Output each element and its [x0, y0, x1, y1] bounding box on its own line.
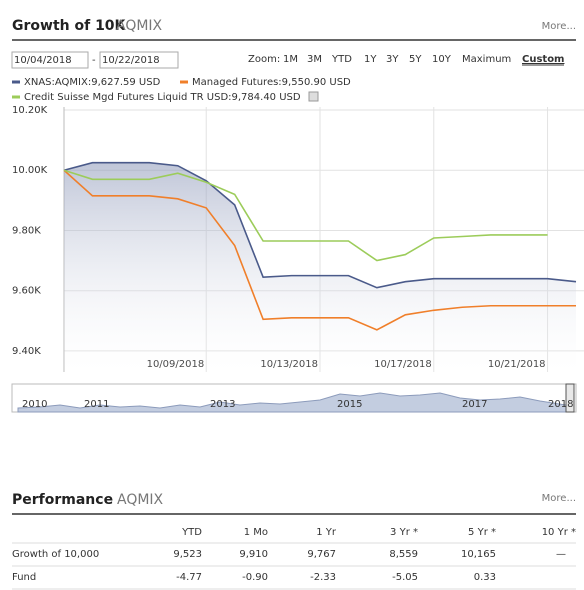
- zoom-label: Zoom:: [248, 54, 280, 65]
- legend-close[interactable]: [308, 91, 319, 102]
- cell: —: [556, 549, 566, 560]
- zoom-option[interactable]: 3Y: [386, 54, 399, 65]
- cell: 8,559: [389, 549, 418, 560]
- title: Growth of 10K: [12, 18, 127, 34]
- column-header: 3 Yr *: [390, 527, 418, 538]
- row-label: Fund: [12, 572, 36, 583]
- column-header: 10 Yr *: [542, 527, 576, 538]
- cell: 0.33: [474, 572, 496, 583]
- y-tick-label: 9.80K: [12, 225, 41, 236]
- area-fill: [64, 162, 576, 372]
- start-date: 10/04/2018: [14, 55, 72, 66]
- cell: 9,910: [239, 549, 268, 560]
- zoom-option[interactable]: 5Y: [409, 54, 422, 65]
- cell: 9,523: [173, 549, 202, 560]
- column-header: 1 Mo: [244, 527, 268, 538]
- year-label: 2015: [337, 399, 362, 410]
- y-tick-label: 10.20K: [12, 105, 48, 116]
- zoom-option[interactable]: 3M: [307, 54, 322, 65]
- zoom-option[interactable]: 1M: [283, 54, 298, 65]
- cell: -5.05: [392, 572, 418, 583]
- year-label: 2017: [462, 399, 487, 410]
- year-label: 2011: [84, 399, 109, 410]
- cell: -2.33: [310, 572, 336, 583]
- date-separator: -: [92, 55, 96, 66]
- performance-ticker: AQMIX: [117, 492, 164, 508]
- y-tick-label: 9.60K: [12, 286, 41, 297]
- zoom-option[interactable]: 10Y: [432, 54, 452, 65]
- y-tick-label: 9.40K: [12, 346, 41, 357]
- navigator-handle[interactable]: [565, 383, 575, 413]
- cell: -0.90: [242, 572, 268, 583]
- zoom-active[interactable]: Custom: [522, 54, 564, 65]
- zoom-option[interactable]: YTD: [331, 54, 352, 65]
- series-line: [63, 161, 577, 289]
- series-line: [63, 169, 576, 331]
- navigator-sparkline: [17, 392, 567, 413]
- more-link[interactable]: More...: [542, 21, 576, 32]
- end-date: 10/22/2018: [102, 55, 160, 66]
- cell: 9,767: [307, 549, 336, 560]
- year-label: 2013: [210, 399, 235, 410]
- y-tick-label: 10.00K: [12, 165, 48, 176]
- legend-label: Managed Futures:9,550.90 USD: [192, 77, 351, 88]
- cell: 10,165: [461, 549, 496, 560]
- end-date-input[interactable]: [99, 51, 179, 69]
- series-line: [63, 169, 548, 262]
- performance-title: Performance: [12, 492, 113, 508]
- ticker: AQMIX: [116, 18, 163, 34]
- cell: -4.77: [176, 572, 202, 583]
- row-label: Growth of 10,000: [12, 549, 99, 560]
- column-header: YTD: [181, 527, 202, 538]
- year-label: 2018: [548, 399, 573, 410]
- legend-label: Credit Suisse Mgd Futures Liquid TR USD:…: [24, 92, 301, 103]
- start-date-input[interactable]: [11, 51, 89, 69]
- column-header: 5 Yr *: [468, 527, 496, 538]
- zoom-option[interactable]: 1Y: [364, 54, 377, 65]
- year-label: 2010: [22, 399, 47, 410]
- zoom-option[interactable]: Maximum: [462, 54, 511, 65]
- column-header: 1 Yr: [316, 527, 337, 538]
- more-link[interactable]: More...: [542, 493, 576, 504]
- legend-label: XNAS:AQMIX:9,627.59 USD: [24, 77, 161, 88]
